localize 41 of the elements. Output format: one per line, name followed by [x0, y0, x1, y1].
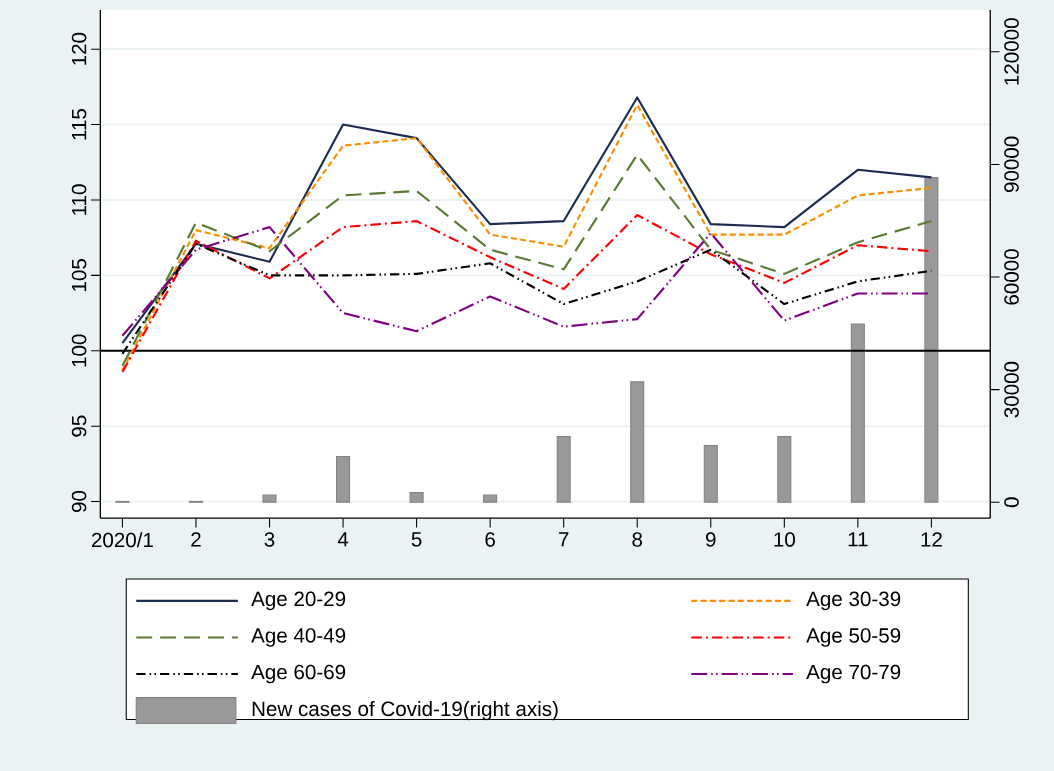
bar	[850, 323, 865, 503]
bar	[924, 176, 939, 503]
y2-tick-label: 60000	[1004, 249, 1019, 305]
bar	[777, 435, 792, 503]
y2-tick-label: 30000	[1004, 361, 1019, 418]
y-tick-label: 115	[72, 108, 87, 140]
y-tick-label: 110	[71, 184, 87, 215]
bar	[483, 494, 498, 503]
bar	[630, 381, 645, 503]
bar	[703, 444, 718, 503]
legend-label: New cases of Covid-19(right axis)	[252, 700, 558, 721]
y-tick-label: 120	[71, 32, 87, 65]
x-tick-label: 3	[264, 532, 275, 547]
x-tick-label: 4	[337, 532, 349, 547]
legend-label: Age 30-39	[806, 591, 901, 611]
y-tick-label: 100	[71, 334, 87, 367]
x-tick-label: 6	[485, 532, 495, 547]
bar	[336, 455, 351, 503]
y2-tick-label: 90000	[1004, 136, 1019, 192]
x-tick-label: 2020/1	[91, 532, 153, 548]
x-tick-label: 8	[632, 532, 643, 547]
x-tick-label: 2	[191, 532, 201, 547]
bar	[556, 435, 571, 503]
y2-tick-label: 0	[1004, 497, 1019, 507]
legend-label: Age 70-79	[806, 664, 901, 684]
x-tick-label: 9	[706, 532, 716, 547]
x-tick-label: 11	[848, 532, 868, 547]
legend-label: Age 40-49	[251, 627, 346, 647]
x-tick-label: 5	[411, 532, 422, 547]
x-tick-label: 12	[921, 532, 942, 547]
x-tick-label: 7	[559, 532, 569, 547]
y-tick-label: 95	[71, 415, 87, 437]
bar	[262, 494, 277, 503]
y2-tick-label: 120000	[1004, 18, 1019, 85]
bar	[409, 491, 424, 503]
y-tick-label: 105	[71, 258, 87, 291]
x-tick-label: 10	[774, 532, 795, 547]
legend-label: Age 50-59	[806, 627, 901, 647]
y-tick-label: 90	[71, 490, 87, 512]
legend-label: Age 60-69	[251, 664, 346, 684]
legend-label: Age 20-29	[251, 591, 346, 611]
